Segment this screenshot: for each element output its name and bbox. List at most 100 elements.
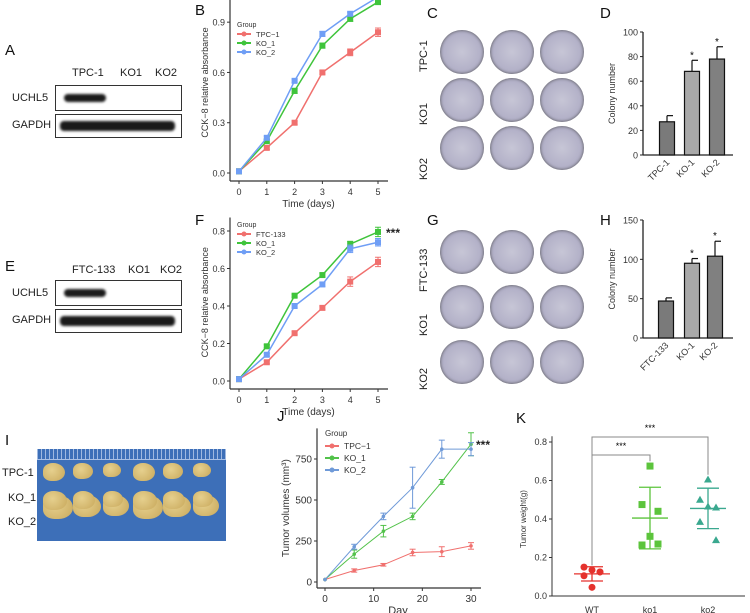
panel-label-a: A	[5, 42, 16, 59]
tumor	[43, 463, 65, 481]
data-point	[638, 541, 646, 549]
tumor	[73, 491, 95, 509]
legend-label: KO_2	[344, 465, 366, 475]
data-point	[263, 351, 270, 358]
y-axis-label: Tumor weight(g)	[519, 490, 528, 548]
colony-plate	[540, 285, 584, 329]
y-tick-label: 750	[295, 455, 312, 466]
data-point	[291, 292, 298, 299]
tumor	[73, 463, 93, 479]
legend-label: KO_1	[344, 453, 366, 463]
data-point	[381, 514, 386, 519]
bar	[657, 300, 675, 339]
data-point	[375, 228, 381, 235]
data-point	[352, 544, 357, 549]
bar	[683, 70, 701, 156]
y-tick-label: 0.3	[212, 118, 225, 128]
data-point	[440, 549, 444, 554]
y-tick-label: 0.6	[212, 264, 225, 274]
significance-star: *	[715, 37, 719, 48]
x-tick-label: 1	[264, 187, 269, 197]
data-point	[291, 303, 298, 309]
data-point	[440, 447, 444, 451]
data-point	[323, 577, 327, 582]
data-point	[375, 258, 381, 265]
legend-label: KO_1	[256, 39, 275, 48]
colony-plate	[440, 340, 484, 384]
data-point	[347, 10, 354, 17]
x-tick-label: FTC-133	[638, 340, 670, 372]
x-tick-label: KO-2	[699, 157, 721, 179]
y-tick-label: 0	[633, 334, 638, 344]
series-line	[238, 241, 379, 380]
data-point	[236, 376, 242, 383]
x-tick-label: WT	[585, 605, 599, 613]
colony-plate	[540, 340, 584, 384]
data-point	[263, 134, 270, 141]
data-point	[319, 42, 326, 49]
series-line	[324, 545, 472, 581]
series-line	[238, 261, 379, 380]
legend-marker	[329, 455, 335, 461]
significance-annotation: ***	[386, 226, 400, 240]
x-tick-label: 0	[236, 187, 241, 197]
colony-plate	[540, 230, 584, 274]
data-point	[291, 330, 298, 337]
legend-marker	[241, 231, 247, 237]
significance-annotation: ***	[616, 441, 627, 451]
significance-annotation: ***	[382, 0, 396, 5]
data-point	[352, 552, 357, 556]
panel-label-e: E	[5, 258, 16, 275]
series-line	[238, 231, 379, 380]
x-tick-label: 5	[375, 395, 380, 405]
y-axis-label: Colony number	[607, 248, 617, 309]
data-point	[375, 29, 381, 36]
data-point	[263, 359, 270, 366]
y-tick-label: 0.4	[534, 514, 547, 524]
colony-plate	[540, 30, 584, 74]
legend-marker	[241, 40, 247, 46]
x-tick-label: 5	[375, 187, 380, 197]
data-point	[236, 168, 242, 175]
x-tick-label: 2	[292, 187, 297, 197]
y-tick-label: 60	[628, 77, 638, 87]
x-tick-label: TPC-1	[646, 157, 671, 182]
lane-label: KO1	[128, 264, 151, 276]
panel-label-g: G	[427, 212, 439, 229]
y-tick-label: 0	[306, 578, 312, 589]
data-point	[347, 245, 354, 252]
x-tick-label: KO-1	[674, 340, 696, 362]
bar	[708, 58, 726, 156]
data-point	[263, 138, 270, 145]
lane-label: FTC-133	[72, 264, 116, 276]
legend-marker	[329, 467, 335, 473]
panel-label-i: I	[5, 432, 10, 449]
x-tick-label: 2	[292, 395, 297, 405]
lane-label: KO2	[160, 264, 183, 276]
data-point	[291, 87, 298, 94]
y-tick-label: 100	[623, 28, 638, 38]
colony-plate	[490, 340, 534, 384]
legend-label: KO_2	[256, 48, 275, 57]
colony-plate	[440, 285, 484, 329]
x-tick-label: 4	[348, 395, 353, 405]
x-axis-label: Time (days)	[282, 199, 334, 210]
data-point	[596, 568, 604, 576]
y-axis-label: CCK−8 relative absorbance	[200, 27, 210, 137]
y-tick-label: 40	[628, 101, 638, 111]
x-tick-label: KO-2	[697, 340, 719, 362]
tumor	[133, 463, 155, 481]
y-tick-label: 0.6	[534, 476, 547, 486]
data-point	[410, 485, 415, 490]
y-tick-label: 50	[628, 294, 638, 304]
colony-plate	[490, 78, 534, 122]
lane-label: KO1	[120, 67, 143, 79]
panel-label-j: J	[277, 408, 285, 425]
legend-label: TPC−1	[344, 441, 371, 451]
y-tick-label: 0.8	[534, 437, 547, 447]
colony-plate	[540, 126, 584, 170]
y-tick-label: 0.6	[212, 68, 225, 78]
comparison-bracket	[591, 436, 709, 566]
colony-plate	[440, 78, 484, 122]
